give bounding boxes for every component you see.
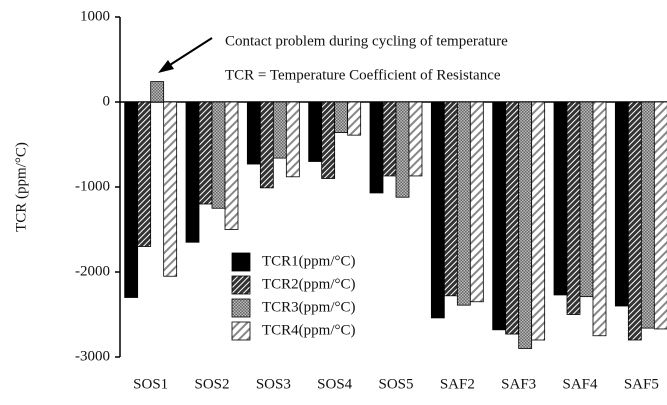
legend-swatch (231, 252, 251, 272)
legend-label: TCR1(ppm/°C) (262, 253, 356, 269)
bar (137, 101, 152, 247)
bar (321, 101, 336, 179)
x-tick-label: SAF4 (562, 376, 598, 392)
bar (653, 101, 667, 330)
y-tick-label: -1000 (75, 178, 110, 194)
bar (259, 101, 274, 189)
bar (334, 101, 349, 134)
x-tick-label: SOS1 (133, 376, 168, 392)
x-tick-label: SAF3 (501, 376, 536, 392)
bar (308, 101, 323, 162)
bar (518, 101, 533, 349)
bar (614, 101, 629, 307)
bar (382, 101, 397, 177)
legend-label: TCR2(ppm/°C) (262, 276, 356, 292)
bar (246, 101, 261, 165)
bar (443, 101, 458, 297)
y-tick-label: 0 (103, 93, 111, 109)
bar (627, 101, 642, 341)
y-axis-title: TCR (ppm/°C) (13, 142, 29, 232)
bar (285, 101, 300, 178)
x-tick-label: SOS5 (378, 376, 413, 392)
bar (492, 101, 507, 331)
x-tick-label: SAF2 (440, 376, 475, 392)
bar (163, 101, 178, 277)
legend-swatch (231, 321, 251, 341)
legend-label: TCR4(ppm/°C) (262, 322, 356, 338)
bar (150, 81, 165, 103)
bar (224, 101, 239, 230)
x-tick-label: SOS3 (256, 376, 291, 392)
x-tick-label: SAF5 (624, 376, 659, 392)
bar (553, 101, 568, 296)
bar (272, 101, 287, 159)
bar (347, 101, 362, 136)
bar (211, 101, 226, 209)
bar (456, 101, 471, 306)
bar (198, 101, 213, 205)
bar (185, 101, 200, 243)
annotation: TCR = Temperature Coefficient of Resista… (225, 67, 501, 83)
bar (592, 101, 607, 337)
bar (369, 101, 384, 194)
y-tick-label: -3000 (75, 348, 110, 364)
legend-swatch (231, 275, 251, 295)
bar (505, 101, 520, 335)
arrow-head (158, 60, 174, 73)
y-tick-label: -2000 (75, 263, 110, 279)
x-tick-label: SOS4 (317, 376, 353, 392)
bar (531, 101, 546, 341)
legend-swatch (231, 298, 251, 318)
bar (124, 101, 139, 298)
legend-label: TCR3(ppm/°C) (262, 299, 356, 315)
bar (408, 101, 423, 177)
bar (566, 101, 581, 315)
bar (430, 101, 445, 319)
bar (469, 101, 484, 303)
bar (395, 101, 410, 198)
bar (579, 101, 594, 298)
bar (640, 101, 655, 329)
annotation: Contact problem during cycling of temper… (225, 33, 508, 49)
x-tick-label: SOS2 (194, 376, 229, 392)
y-tick-label: 1000 (80, 8, 110, 24)
